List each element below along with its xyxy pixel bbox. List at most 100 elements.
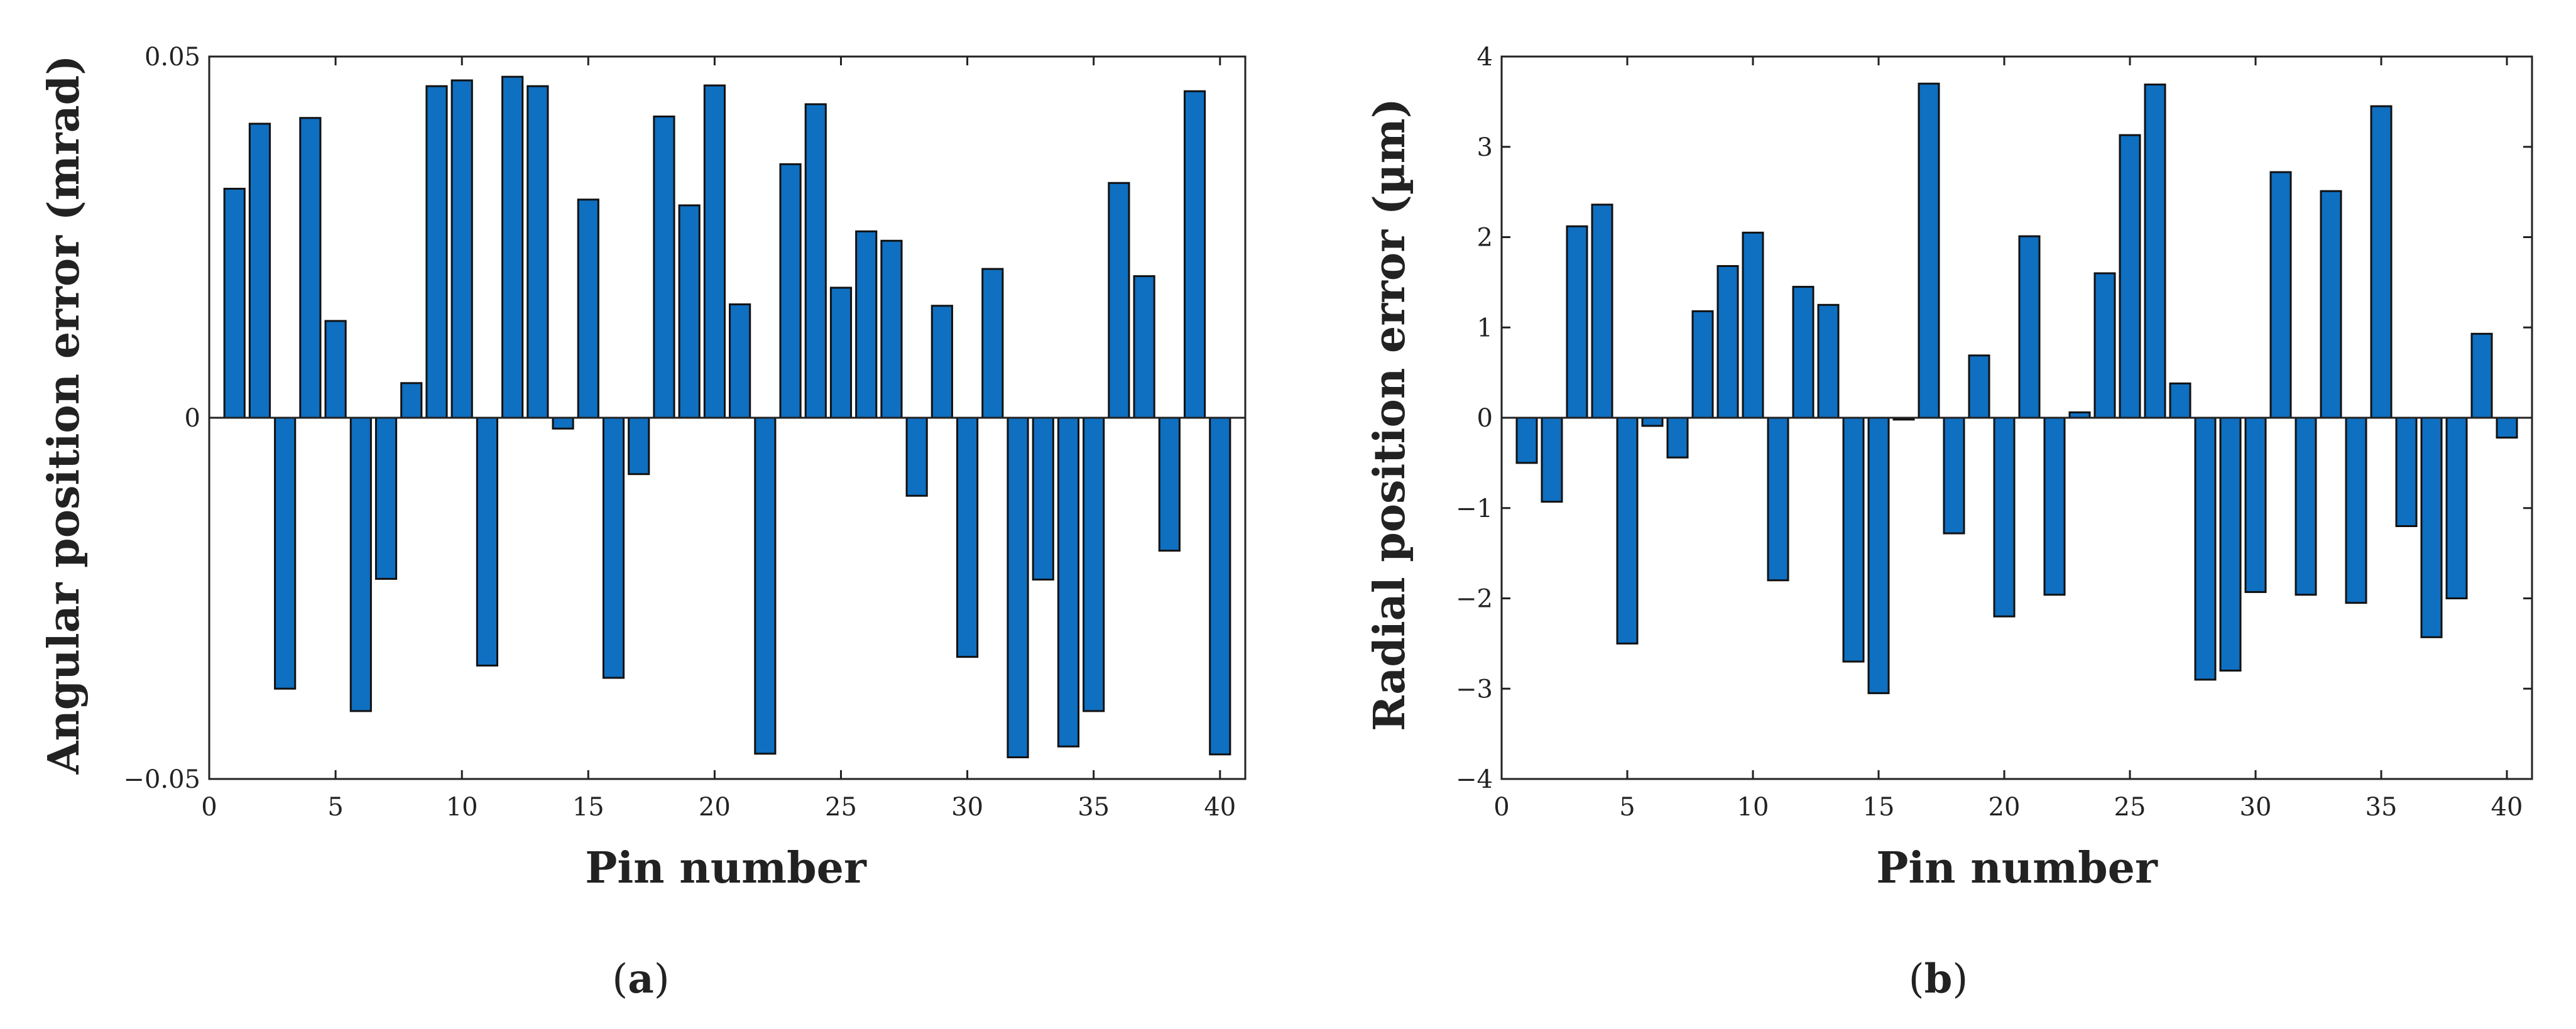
bar-a-pin-12 bbox=[501, 75, 524, 419]
bar-a-pin-16 bbox=[602, 416, 625, 679]
x-tick-label-b: 15 bbox=[1863, 793, 1895, 822]
x-tick-label-b: 40 bbox=[2491, 793, 2523, 822]
y-tick-label-a: −0.05 bbox=[123, 765, 200, 794]
y-tick-label-b: 3 bbox=[1477, 133, 1493, 162]
y-tick-label-b: 0 bbox=[1477, 404, 1493, 433]
bar-a-pin-32 bbox=[1007, 416, 1029, 758]
bar-b-pin-28 bbox=[2194, 416, 2217, 681]
bar-a-pin-18 bbox=[653, 115, 675, 419]
bar-a-pin-23 bbox=[779, 163, 802, 419]
panel-letter-b: b bbox=[1924, 956, 1953, 1003]
bar-a-pin-26 bbox=[855, 230, 878, 419]
y-tick-label-b: 2 bbox=[1477, 224, 1493, 253]
bar-b-pin-1 bbox=[1515, 416, 1538, 464]
y-tick-label-b: −3 bbox=[1456, 675, 1493, 704]
y-tick-label-b: 4 bbox=[1477, 43, 1493, 72]
bar-a-pin-2 bbox=[248, 122, 271, 419]
bar-a-pin-17 bbox=[628, 416, 650, 476]
bar-a-pin-30 bbox=[956, 416, 979, 658]
bar-b-pin-29 bbox=[2219, 416, 2242, 672]
y-axis-title-b: Radial position error (µm) bbox=[1365, 98, 1415, 731]
x-tick-label-b: 30 bbox=[2240, 793, 2272, 822]
bar-b-pin-13 bbox=[1817, 303, 1840, 419]
bar-b-pin-12 bbox=[1792, 286, 1815, 419]
bar-b-pin-34 bbox=[2345, 416, 2367, 604]
bar-b-pin-31 bbox=[2269, 171, 2292, 419]
y-tick-label-b: −1 bbox=[1456, 494, 1493, 523]
bar-b-pin-5 bbox=[1616, 416, 1639, 645]
bar-a-pin-37 bbox=[1133, 275, 1155, 419]
bar-a-pin-11 bbox=[476, 416, 499, 667]
bar-a-pin-21 bbox=[729, 303, 751, 419]
bars-a bbox=[223, 75, 1231, 758]
bar-b-pin-38 bbox=[2445, 416, 2468, 599]
panel-label-a: (a) bbox=[612, 956, 669, 1003]
bar-a-pin-6 bbox=[349, 416, 372, 712]
bar-a-pin-4 bbox=[299, 117, 322, 419]
bar-b-pin-10 bbox=[1742, 231, 1764, 419]
y-tick-label-a: 0.05 bbox=[145, 43, 200, 72]
bar-a-pin-1 bbox=[223, 187, 246, 419]
bar-a-pin-25 bbox=[829, 286, 853, 419]
bar-b-pin-4 bbox=[1591, 204, 1613, 419]
bars-b bbox=[1515, 82, 2518, 694]
bar-a-pin-40 bbox=[1209, 416, 1231, 756]
bar-a-pin-20 bbox=[703, 84, 726, 419]
bar-b-pin-25 bbox=[2119, 134, 2141, 419]
bar-a-pin-5 bbox=[324, 320, 347, 419]
bar-b-pin-17 bbox=[1918, 82, 1940, 419]
bar-b-pin-37 bbox=[2420, 416, 2443, 638]
bar-a-pin-9 bbox=[425, 85, 448, 419]
y-axis-title-a: Angular position error (mrad) bbox=[39, 55, 89, 775]
bar-b-pin-21 bbox=[2018, 235, 2041, 419]
bar-b-pin-39 bbox=[2470, 332, 2493, 419]
x-tick-label-b: 5 bbox=[1619, 793, 1635, 822]
x-axis-title-a: Pin number bbox=[585, 843, 867, 893]
bar-a-pin-35 bbox=[1083, 416, 1105, 712]
bar-b-pin-15 bbox=[1867, 416, 1890, 694]
bar-b-pin-8 bbox=[1691, 310, 1714, 419]
x-tick-label-a: 10 bbox=[446, 793, 478, 822]
panel-label-b: (b) bbox=[1909, 956, 1968, 1003]
x-tick-label-b: 10 bbox=[1737, 793, 1769, 822]
panel-letter-a: a bbox=[628, 956, 653, 1003]
bar-a-pin-28 bbox=[905, 416, 928, 497]
bar-b-pin-32 bbox=[2295, 416, 2317, 596]
chart-panel-b: −4 −3 −2 −1 0 1 2 3 4 0 5 10 15 20 25 30 35 40 Radial po… bbox=[1365, 43, 2533, 1003]
x-tick-label-b: 25 bbox=[2114, 793, 2146, 822]
bar-a-pin-13 bbox=[527, 85, 549, 419]
bar-a-pin-33 bbox=[1032, 416, 1054, 581]
bar-b-pin-30 bbox=[2244, 416, 2267, 593]
bar-a-pin-29 bbox=[931, 305, 953, 419]
y-axis-b: −4 −3 −2 −1 0 1 2 3 4 bbox=[1456, 43, 2532, 794]
bar-a-pin-31 bbox=[981, 268, 1004, 419]
bar-b-pin-20 bbox=[1993, 416, 2016, 618]
x-axis-b: 0 5 10 15 20 25 30 35 40 bbox=[1493, 57, 2523, 822]
bar-a-pin-34 bbox=[1057, 416, 1080, 748]
bar-a-pin-39 bbox=[1183, 90, 1206, 419]
x-tick-label-b: 20 bbox=[1989, 793, 2021, 822]
x-tick-label-a: 25 bbox=[825, 793, 857, 822]
bar-a-pin-38 bbox=[1158, 416, 1181, 552]
y-tick-label-b: −4 bbox=[1456, 765, 1493, 794]
y-axis-a: −0.05 0 0.05 bbox=[123, 43, 1245, 794]
x-tick-label-a: 5 bbox=[327, 793, 343, 822]
y-tick-label-b: −2 bbox=[1456, 585, 1493, 614]
y-tick-label-b: 1 bbox=[1477, 313, 1493, 342]
bar-a-pin-14 bbox=[552, 416, 574, 430]
x-tick-label-b: 35 bbox=[2366, 793, 2398, 822]
bar-a-pin-36 bbox=[1108, 182, 1130, 419]
bar-a-pin-3 bbox=[274, 416, 297, 690]
x-tick-label-a: 40 bbox=[1204, 793, 1236, 822]
x-tick-label-a: 35 bbox=[1078, 793, 1110, 822]
x-tick-label-b: 0 bbox=[1493, 793, 1509, 822]
bar-b-pin-6 bbox=[1641, 416, 1664, 427]
bar-b-pin-33 bbox=[2320, 190, 2342, 419]
x-tick-label-a: 30 bbox=[951, 793, 983, 822]
x-tick-label-a: 0 bbox=[201, 793, 217, 822]
bar-a-pin-15 bbox=[577, 199, 599, 419]
x-tick-label-a: 15 bbox=[572, 793, 604, 822]
bar-a-pin-8 bbox=[400, 382, 423, 419]
